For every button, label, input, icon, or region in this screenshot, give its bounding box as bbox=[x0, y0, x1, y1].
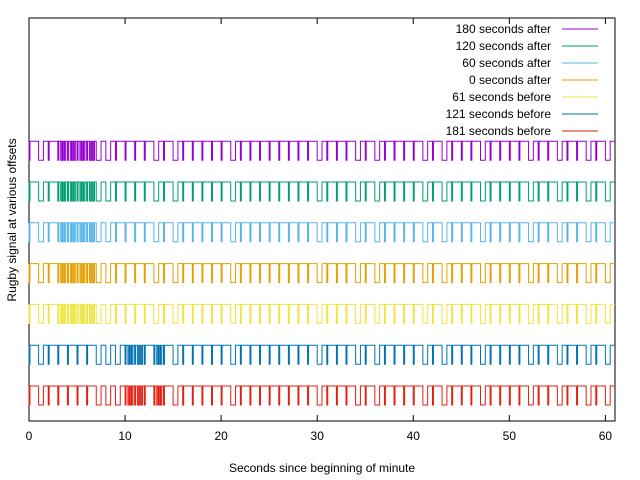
series-line bbox=[28, 385, 615, 406]
series-line bbox=[28, 344, 615, 365]
legend: 180 seconds after 120 seconds after 60 sec… bbox=[446, 22, 598, 138]
x-tick-label: 10 bbox=[118, 429, 132, 443]
series-layer bbox=[28, 140, 615, 406]
series-line bbox=[28, 263, 615, 284]
legend-label: 60 seconds after bbox=[462, 56, 551, 70]
x-tick-label: 30 bbox=[311, 429, 325, 443]
x-axis-ticks: 0 10 20 30 40 50 60 bbox=[26, 18, 613, 443]
legend-label: 121 seconds before bbox=[446, 107, 552, 121]
legend-label: 0 seconds after bbox=[469, 73, 551, 87]
y-axis-label: Rugby signal at various offsets bbox=[5, 138, 19, 301]
legend-label: 61 seconds before bbox=[452, 90, 551, 104]
series-line bbox=[28, 181, 615, 202]
legend-label: 180 seconds after bbox=[456, 22, 551, 36]
legend-label: 181 seconds before bbox=[446, 124, 552, 138]
series-line bbox=[28, 222, 615, 243]
plot-frame bbox=[28, 17, 616, 422]
x-tick-label: 50 bbox=[503, 429, 517, 443]
legend-label: 120 seconds after bbox=[456, 39, 551, 53]
series-line bbox=[28, 140, 615, 161]
x-tick-label: 20 bbox=[214, 429, 228, 443]
series-line bbox=[28, 303, 615, 324]
x-tick-label: 0 bbox=[26, 429, 33, 443]
x-tick-label: 60 bbox=[599, 429, 613, 443]
x-axis-label: Seconds since beginning of minute bbox=[229, 461, 415, 475]
x-tick-label: 40 bbox=[407, 429, 421, 443]
